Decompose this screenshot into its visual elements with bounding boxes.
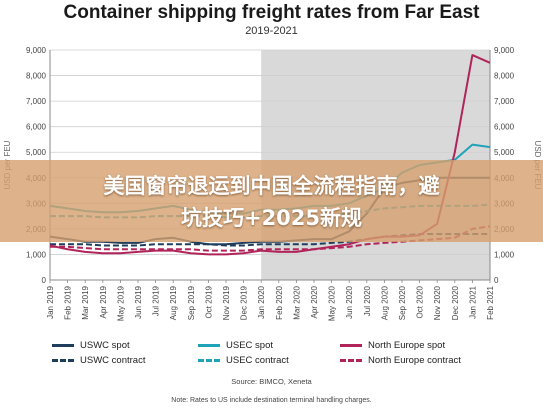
legend-usec-contract: USEC contract	[198, 355, 289, 366]
legend-label: USWC contract	[80, 355, 146, 366]
legend-label: USEC spot	[226, 340, 273, 351]
x-tick-label: Jan 2019	[46, 285, 55, 318]
y-tick-label-right: 6,000	[494, 123, 515, 132]
footnote: Note: Rates to US include destination te…	[171, 397, 372, 404]
legend-label: North Europe spot	[368, 340, 446, 351]
x-tick-label: Sep 2020	[398, 285, 407, 320]
legend-swatch	[340, 359, 362, 362]
x-tick-label: Nov 2020	[433, 285, 442, 320]
legend-usec-spot: USEC spot	[198, 340, 273, 351]
chart-subtitle: 2019-2021	[245, 25, 298, 37]
x-tick-label: Dec 2019	[240, 285, 249, 320]
x-tick-label: Jul 2020	[363, 285, 372, 316]
banner-line-1: 美国窗帘退运到中国全流程指南，避	[103, 174, 440, 198]
overlay-banner	[0, 160, 543, 242]
x-tick-label: Jun 2019	[134, 285, 143, 318]
y-tick-label-right: 5,000	[494, 148, 515, 157]
y-tick-label-right: 7,000	[494, 97, 515, 106]
x-tick-label: Aug 2019	[169, 285, 178, 320]
y-tick-label-right: 1,000	[494, 250, 515, 259]
series-line-north-europe-contract	[50, 225, 491, 252]
y-tick-label-left: 8,000	[26, 72, 47, 81]
legend-uswc-spot: USWC spot	[52, 340, 130, 351]
legend-label: North Europe contract	[368, 355, 461, 366]
x-tick-label: Nov 2019	[222, 285, 231, 320]
chart-title: Container shipping freight rates from Fa…	[63, 2, 480, 23]
y-tick-label-right: 9,000	[494, 46, 515, 55]
y-tick-label-right: 0	[494, 276, 499, 285]
legend-north-europe-spot: North Europe spot	[340, 340, 445, 351]
x-tick-label: Feb 2019	[64, 285, 73, 319]
source-note: Source: BIMCO, Xeneta	[231, 377, 312, 386]
x-tick-label: Jan 2020	[257, 285, 266, 318]
banner-line-2: 坑技巧+2025新规	[180, 206, 363, 230]
legend-swatch	[340, 344, 362, 347]
x-tick-label: Aug 2020	[380, 285, 389, 320]
y-tick-label-right: 8,000	[494, 72, 515, 81]
legend-swatch	[52, 344, 74, 347]
x-tick-label: Jun 2020	[345, 285, 354, 318]
y-tick-label-left: 0	[42, 276, 47, 285]
y-tick-label-left: 6,000	[26, 123, 47, 132]
x-tick-label: Dec 2020	[451, 285, 460, 320]
x-tick-label: Feb 2020	[275, 285, 284, 319]
y-tick-label-left: 1,000	[26, 250, 47, 259]
legend-swatch	[52, 359, 74, 362]
x-tick-label: Oct 2020	[416, 285, 425, 318]
x-tick-label: Mar 2020	[292, 285, 301, 319]
y-tick-label-left: 9,000	[26, 46, 47, 55]
x-tick-label: Mar 2019	[81, 285, 90, 319]
x-tick-label: Feb 2021	[486, 285, 495, 319]
x-tick-label: Jul 2019	[152, 285, 161, 316]
overlay-banner-text: 美国窗帘退运到中国全流程指南，避 坑技巧+2025新规	[0, 170, 543, 234]
x-tick-label: Sep 2019	[187, 285, 196, 320]
legend-swatch	[198, 344, 220, 347]
x-tick-label: Apr 2019	[99, 285, 108, 318]
x-tick-label: Apr 2020	[310, 285, 319, 318]
y-tick-label-left: 5,000	[26, 148, 47, 157]
legend-label: USEC contract	[226, 355, 289, 366]
legend-uswc-contract: USWC contract	[52, 355, 145, 366]
x-tick-label: Jan 2021	[468, 285, 477, 318]
legend-swatch	[198, 359, 220, 362]
y-tick-label-left: 7,000	[26, 97, 47, 106]
legend-label: USWC spot	[80, 340, 130, 351]
x-tick-label: May 2020	[328, 285, 337, 321]
x-tick-label: May 2019	[116, 285, 125, 321]
series-line-uswc-contract	[50, 233, 490, 247]
legend-north-europe-contract: North Europe contract	[340, 355, 461, 366]
x-tick-label: Oct 2019	[204, 285, 213, 318]
